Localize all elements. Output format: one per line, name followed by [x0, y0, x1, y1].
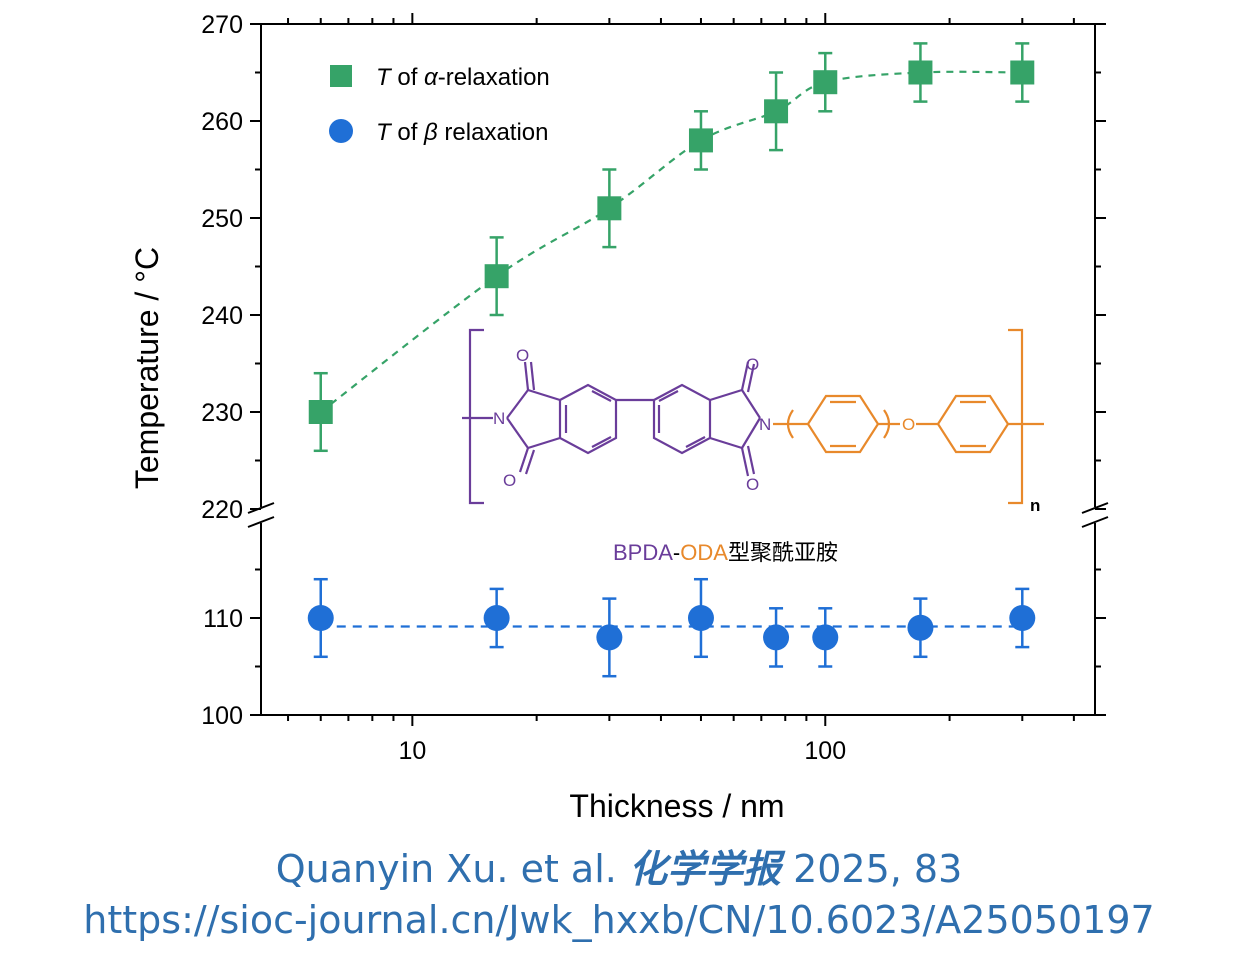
citation-authors: Quanyin Xu. et al.	[275, 847, 617, 891]
molecule-caption: BPDA-ODA型聚酰亚胺	[613, 540, 838, 565]
alpha-marker	[484, 264, 509, 289]
beta-marker	[1009, 605, 1036, 631]
alpha-point	[813, 51, 838, 113]
beta-point	[596, 597, 623, 678]
beta-marker	[763, 624, 790, 651]
beta-point	[307, 577, 334, 659]
y-tick-label: 220	[201, 496, 243, 524]
legend-label-alpha: T of α-relaxation	[376, 64, 550, 91]
atom-o-bottom-left: O	[503, 471, 516, 490]
alpha-point	[908, 42, 933, 103]
alpha-marker	[813, 70, 838, 95]
atom-o-top-left: O	[516, 346, 529, 365]
x-tick-label: 10	[398, 737, 426, 765]
alpha-point	[688, 110, 713, 171]
citation-url[interactable]: https://sioc-journal.cn/Jwk_hxxb/CN/10.6…	[83, 898, 1155, 942]
beta-marker	[687, 605, 714, 631]
atom-o-top-right: O	[746, 355, 759, 374]
alpha-point	[484, 236, 509, 317]
y-tick-label: 110	[203, 605, 243, 633]
atom-o-bottom-right: O	[746, 475, 759, 494]
x-axis-title: Thickness / nm	[569, 788, 784, 824]
x-tick-label: 100	[804, 737, 846, 765]
beta-marker	[307, 605, 334, 631]
chart: 220 230 240 250 260 270 100 110 10 100 T of α-rel…	[129, 11, 1109, 824]
alpha-point	[764, 71, 789, 152]
beta-marker	[596, 624, 623, 651]
y-tick-label: 240	[201, 302, 243, 330]
y-tick-label: 250	[201, 205, 243, 233]
y-tick-label: 270	[201, 11, 243, 39]
beta-point	[483, 587, 510, 649]
alpha-marker	[1010, 60, 1035, 85]
bpda-unit	[462, 328, 761, 505]
y-tick-label: 100	[201, 702, 243, 730]
alpha-point	[308, 371, 333, 453]
axes: 220 230 240 250 260 270 100 110 10 100	[201, 11, 1109, 765]
repeat-subscript: n	[1030, 496, 1040, 515]
alpha-marker	[908, 60, 933, 85]
citation-year-volume: 2025, 83	[793, 847, 963, 891]
axis-break-mark	[1081, 516, 1109, 528]
beta-point	[907, 597, 934, 659]
alpha-marker	[764, 99, 789, 124]
legend-label-beta: T of β relaxation	[376, 119, 548, 146]
beta-point	[687, 577, 714, 659]
beta-point	[812, 607, 839, 668]
y-tick-label: 230	[201, 399, 243, 427]
legend-marker-beta	[329, 119, 353, 143]
beta-point	[1009, 587, 1036, 649]
y-axis-title: Temperature / °C	[129, 247, 165, 489]
legend: T of α-relaxation T of β relaxation	[329, 64, 550, 146]
data-marks	[307, 42, 1036, 678]
alpha-marker	[597, 196, 622, 221]
citation-journal: 化学学报	[628, 847, 781, 891]
atom-o-ether: O	[902, 415, 915, 434]
atom-n-left: N	[493, 409, 505, 428]
alpha-point	[1010, 42, 1035, 103]
axis-break-mark	[247, 516, 275, 528]
beta-marker	[483, 605, 510, 631]
oda-unit	[773, 328, 1044, 505]
citation-line: Quanyin Xu. et al. 化学学报 2025, 83	[0, 838, 1238, 893]
y-tick-label: 260	[201, 108, 243, 136]
beta-marker	[812, 624, 839, 651]
beta-marker	[907, 614, 934, 641]
molecule-structure: O N O O N O O n BPDA-ODA型聚酰亚胺	[462, 328, 1044, 565]
alpha-marker	[308, 400, 333, 424]
alpha-marker	[688, 128, 713, 153]
legend-marker-alpha	[330, 65, 352, 87]
atom-n-right: N	[759, 415, 771, 434]
alpha-point	[597, 168, 622, 249]
beta-point	[763, 607, 790, 668]
